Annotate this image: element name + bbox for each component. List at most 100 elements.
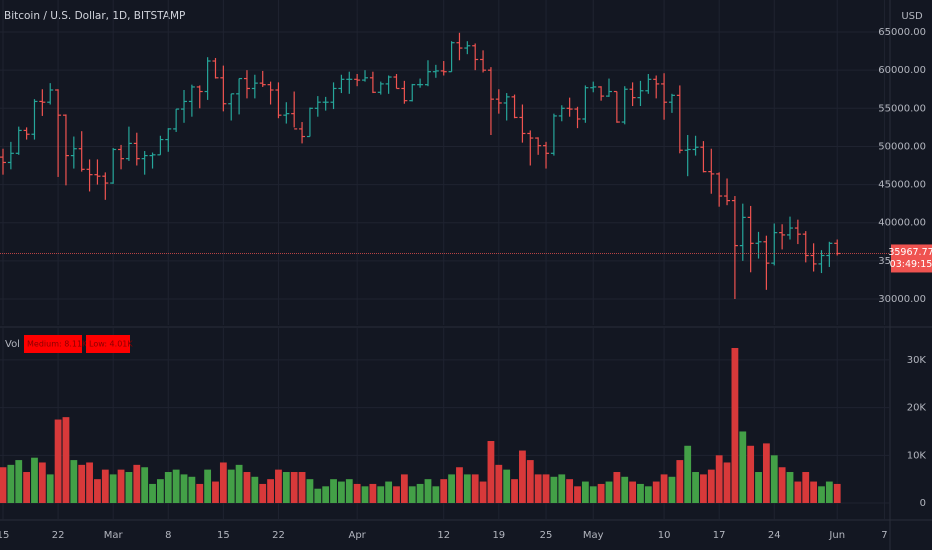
volume-bar [597, 483, 605, 504]
volume-bar [259, 483, 267, 504]
volume-bar [408, 486, 416, 504]
y-tick-label: 65000.00 [878, 27, 926, 38]
x-tick-label: 24 [768, 530, 781, 541]
volume-bar [424, 479, 432, 504]
volume-bar [377, 486, 385, 504]
volume-bar [141, 467, 149, 504]
volume-badge-label: Medium: 8.11K [27, 340, 88, 349]
volume-bar [495, 464, 503, 504]
volume-bar [668, 476, 676, 504]
volume-bar [550, 476, 558, 504]
volume-bar [471, 474, 479, 504]
volume-bar [487, 441, 495, 504]
volume-bar [172, 469, 180, 504]
volume-bar [7, 464, 15, 504]
volume-bar [778, 467, 786, 504]
volume-bar [637, 483, 644, 504]
volume-bar [235, 464, 243, 504]
volume-bar [188, 476, 196, 504]
volume-bar [306, 479, 314, 504]
countdown-label: 03:49:15 [890, 259, 932, 270]
x-tick-label: 22 [52, 530, 65, 541]
volume-bar [715, 455, 723, 504]
volume-badge [86, 335, 130, 353]
volume-bar [456, 467, 463, 504]
volume-bar [164, 472, 172, 504]
volume-bar [770, 455, 778, 504]
volume-bar [684, 445, 692, 504]
volume-bar [566, 479, 574, 504]
volume-bar [212, 481, 219, 504]
volume-bar [322, 486, 330, 504]
volume-title: Vol [5, 339, 20, 350]
x-tick-label: 25 [540, 530, 553, 541]
volume-bar [700, 474, 707, 504]
volume-bar [361, 486, 369, 504]
y-tick-label: 0 [920, 498, 926, 509]
volume-bar [0, 467, 7, 504]
volume-bar [219, 462, 227, 504]
x-tick-label: Apr [348, 530, 366, 541]
volume-bar [416, 483, 424, 504]
volume-bar [31, 457, 38, 504]
volume-bar [629, 481, 636, 504]
volume-bar [825, 481, 833, 504]
y-tick-label: 30K [907, 355, 927, 366]
volume-bar [581, 481, 589, 504]
volume-bar [739, 431, 747, 504]
last-price-badge [891, 244, 932, 273]
volume-bar [298, 472, 306, 504]
volume-bar [275, 469, 282, 504]
volume-bar [369, 483, 377, 504]
y-tick-label: 50000.00 [878, 141, 926, 152]
volume-badge [24, 335, 82, 353]
volume-bar [731, 347, 739, 504]
volume-bar [94, 479, 101, 504]
volume-bar [621, 476, 629, 504]
volume-bar [652, 481, 660, 504]
volume-bar [62, 417, 70, 504]
volume-bar [432, 486, 440, 504]
y-tick-label: 55000.00 [878, 103, 926, 114]
volume-bar [196, 483, 204, 504]
volume-bar [70, 460, 78, 504]
volume-bar [692, 472, 699, 504]
volume-bar [46, 474, 54, 504]
y-tick-label: 10K [907, 450, 927, 461]
volume-bar [534, 474, 542, 504]
volume-bar [282, 472, 290, 504]
volume-bar [448, 474, 455, 504]
volume-bar [125, 472, 133, 504]
volume-badge-label: Low: 4.01K [89, 340, 133, 349]
volume-bar [503, 469, 511, 504]
volume-bar [86, 462, 93, 504]
volume-bar [723, 462, 731, 504]
volume-bar [78, 464, 86, 504]
x-tick-label: 12 [437, 530, 450, 541]
volume-bar [613, 472, 621, 504]
volume-bar [463, 474, 471, 504]
currency-label[interactable]: USD [901, 11, 923, 22]
x-tick-label: Jun [828, 530, 845, 541]
x-tick-label: 19 [492, 530, 505, 541]
volume-bar [227, 469, 235, 504]
volume-bar [558, 474, 566, 504]
volume-bar [149, 483, 156, 504]
x-tick-label: 17 [713, 530, 726, 541]
x-tick-label: May [583, 530, 604, 541]
volume-bar [109, 474, 117, 504]
volume-bar [644, 486, 652, 504]
volume-bar [810, 481, 818, 504]
volume-bar [314, 488, 322, 504]
y-tick-label: 40000.00 [878, 218, 926, 229]
x-tick-label: 10 [658, 530, 671, 541]
symbol-title: Bitcoin / U.S. Dollar, 1D, BITSTAMP [4, 10, 185, 22]
volume-bar [23, 472, 31, 504]
volume-bar [133, 464, 141, 504]
volume-bar [747, 445, 755, 504]
volume-bar [54, 419, 62, 504]
volume-bar [542, 474, 550, 504]
volume-bar [157, 479, 164, 504]
volume-bar [833, 483, 841, 504]
